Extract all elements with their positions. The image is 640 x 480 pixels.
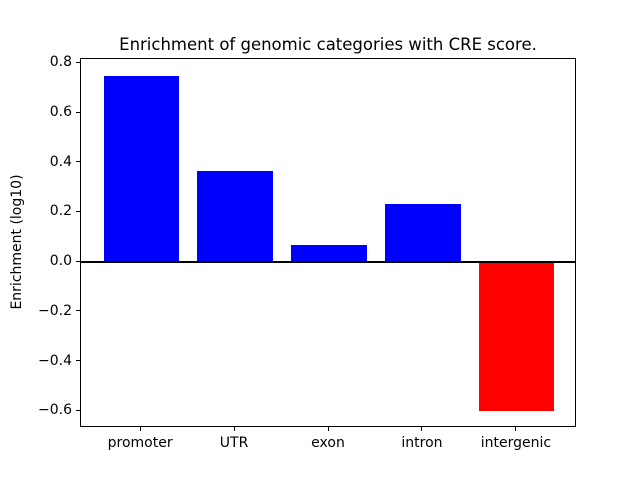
y-tick-mark-−0.6 [76,409,80,411]
y-axis-label: Enrichment (log10) [9,174,25,310]
y-tick-label-0.8: 0.8 [49,54,72,71]
x-tick-label-intron: intron [401,435,443,451]
x-tick-label-UTR: UTR [219,435,249,451]
bar-promoter [103,75,179,263]
y-tick-label-−0.4: −0.4 [38,352,72,369]
x-tick-label-intergenic: intergenic [480,435,552,451]
x-tick-mark-promoter [139,427,141,431]
y-tick-mark-0.2 [76,210,80,212]
y-tick-label-0.6: 0.6 [49,104,72,121]
x-tick-label-exon: exon [311,435,345,451]
plot-area [80,58,576,427]
y-tick-mark-0.0 [76,260,80,262]
x-tick-mark-intergenic [515,427,517,431]
zero-line [81,261,575,264]
y-tick-mark-−0.2 [76,310,80,312]
bar-UTR [197,171,273,263]
y-tick-label-0.0: 0.0 [49,253,72,270]
x-tick-mark-UTR [233,427,235,431]
y-tick-mark-0.8 [76,61,80,63]
x-tick-mark-intron [421,427,423,431]
y-tick-mark-0.6 [76,111,80,113]
y-tick-label-0.4: 0.4 [49,153,72,170]
bar-intergenic [479,262,555,412]
y-tick-label-−0.6: −0.6 [38,402,72,419]
y-tick-mark-−0.4 [76,360,80,362]
x-tick-label-promoter: promoter [107,435,173,451]
bar-intron [385,203,461,263]
x-tick-mark-exon [327,427,329,431]
y-tick-mark-0.4 [76,161,80,163]
y-tick-label-−0.2: −0.2 [38,302,72,319]
bar-exon [291,244,367,263]
y-tick-label-0.2: 0.2 [49,203,72,220]
chart-title: Enrichment of genomic categories with CR… [119,35,537,54]
